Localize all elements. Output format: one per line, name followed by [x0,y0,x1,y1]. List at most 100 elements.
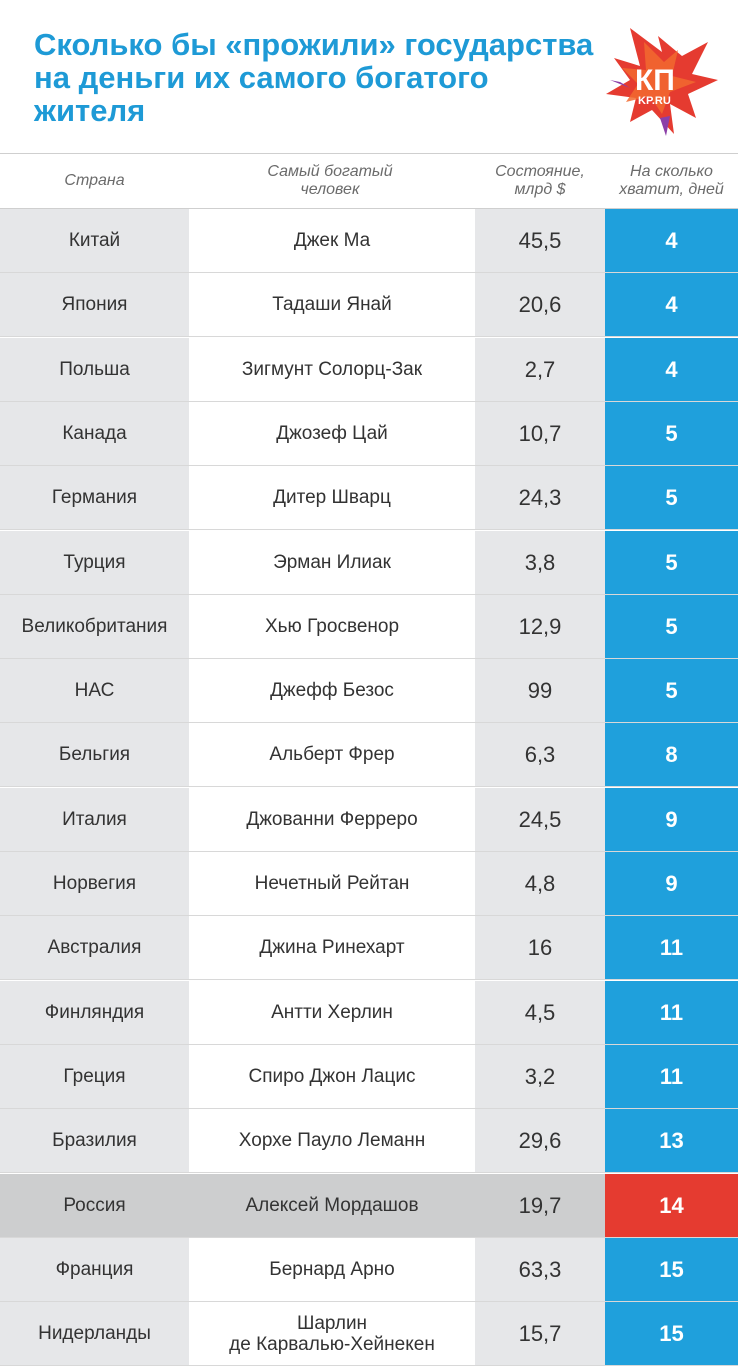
days-cell: 9 [605,852,738,915]
country-cell: Япония [0,273,189,337]
country-cell: Турция [0,530,189,594]
wealth-cell: 12,9 [475,594,605,658]
days-cell: 5 [605,401,738,465]
country-cell: Франция [0,1237,189,1301]
table-row: Россия Алексей Мордашов 19,7 14 [0,1173,738,1238]
table-row: Китай Джек Ма 45,5 4 [0,209,738,273]
days-cell: 4 [605,337,738,401]
wealth-cell: 6,3 [475,723,605,787]
person-cell: Хью Гросвенор [189,594,475,658]
person-cell: Зигмунт Солорц-Зак [189,337,475,401]
table-row: Польша Зигмунт Солорц-Зак 2,7 4 [0,337,738,402]
wealth-cell: 3,2 [475,1044,605,1108]
table-row: Япония Тадаши Янай 20,6 4 [0,273,738,338]
country-cell: Бельгия [0,723,189,787]
person-cell: Бернард Арно [189,1237,475,1301]
wealth-cell: 19,7 [475,1173,605,1237]
country-cell: Бразилия [0,1109,189,1173]
days-cell: 13 [605,1109,738,1173]
page-title: Сколько бы «прожили» государства на день… [34,27,594,128]
days-cell: 4 [605,273,738,337]
person-cell: Тадаши Янай [189,273,475,337]
table-header: Страна Самый богатый человек Состояние, … [0,153,738,209]
person-cell: Хорхе Пауло Леманн [189,1109,475,1173]
person-cell: Шарлин де Карвалью-Хейнекен [189,1302,475,1366]
column-header-country: Страна [64,172,125,189]
header: Сколько бы «прожили» государства на день… [0,0,738,152]
wealth-cell: 16 [475,916,605,980]
wealth-cell: 29,6 [475,1109,605,1173]
days-cell: 11 [605,1044,738,1108]
country-cell: Австралия [0,916,189,980]
logo-subtext: KP.RU [638,95,671,107]
table-row: Бразилия Хорхе Пауло Леманн 29,6 13 [0,1109,738,1174]
person-cell: Джефф Безос [189,659,475,723]
wealth-cell: 4,5 [475,980,605,1044]
days-cell: 5 [605,530,738,594]
kp-logo: КП KP.RU [606,28,718,136]
days-cell: 11 [605,916,738,980]
days-cell: 8 [605,723,738,787]
person-cell: Эрман Илиак [189,530,475,594]
country-cell: Норвегия [0,852,189,915]
days-cell: 14 [605,1173,738,1237]
wealth-cell: 45,5 [475,209,605,272]
days-cell: 9 [605,787,738,851]
country-cell: Италия [0,787,189,851]
days-cell: 5 [605,466,738,530]
days-cell: 11 [605,980,738,1044]
days-cell: 5 [605,659,738,723]
table-row: Финляндия Антти Херлин 4,5 11 [0,980,738,1045]
person-cell: Джованни Ферреро [189,787,475,851]
wealth-cell: 99 [475,659,605,723]
wealth-cell: 15,7 [475,1302,605,1366]
person-cell: Джина Ринехарт [189,916,475,980]
table-row: Австралия Джина Ринехарт 16 11 [0,916,738,981]
wealth-cell: 10,7 [475,401,605,465]
wealth-cell: 4,8 [475,852,605,915]
column-header-person: Самый богатый человек [267,163,393,198]
person-cell: Нечетный Рейтан [189,852,475,915]
days-cell: 15 [605,1237,738,1301]
wealth-cell: 24,5 [475,787,605,851]
wealth-cell: 2,7 [475,337,605,401]
table-row: Великобритания Хью Гросвенор 12,9 5 [0,594,738,659]
country-cell: НАС [0,659,189,723]
person-cell: Антти Херлин [189,980,475,1044]
wealth-cell: 24,3 [475,466,605,530]
table-row: Франция Бернард Арно 63,3 15 [0,1237,738,1302]
wealth-cell: 3,8 [475,530,605,594]
table-row: Норвегия Нечетный Рейтан 4,8 9 [0,852,738,916]
country-cell: Греция [0,1044,189,1108]
country-cell: Нидерланды [0,1302,189,1366]
person-cell: Джек Ма [189,209,475,272]
logo-text: КП [635,64,675,97]
days-cell: 5 [605,594,738,658]
country-cell: Китай [0,209,189,272]
country-cell: Канада [0,401,189,465]
person-cell: Спиро Джон Лацис [189,1044,475,1108]
person-cell: Дитер Шварц [189,466,475,530]
country-cell: Финляндия [0,980,189,1044]
table-row: Турция Эрман Илиак 3,8 5 [0,530,738,595]
days-cell: 4 [605,209,738,272]
table-row: Германия Дитер Шварц 24,3 5 [0,466,738,531]
table-row: НАС Джефф Безос 99 5 [0,659,738,724]
days-cell: 15 [605,1302,738,1366]
table-row: Нидерланды Шарлин де Карвалью-Хейнекен 15,7… [0,1302,738,1367]
wealth-cell: 20,6 [475,273,605,337]
table-row: Италия Джованни Ферреро 24,5 9 [0,787,738,852]
country-cell: Россия [0,1173,189,1237]
table-row: Бельгия Альберт Фрер 6,3 8 [0,723,738,788]
person-cell: Джозеф Цай [189,401,475,465]
table-row: Канада Джозеф Цай 10,7 5 [0,401,738,466]
column-header-wealth: Состояние, млрд $ [495,163,585,198]
country-cell: Польша [0,337,189,401]
country-cell: Великобритания [0,594,189,658]
person-cell: Алексей Мордашов [189,1173,475,1237]
person-cell: Альберт Фрер [189,723,475,787]
table-row: Греция Спиро Джон Лацис 3,2 11 [0,1044,738,1109]
column-header-days: На сколько хватит, дней [619,163,724,198]
country-cell: Германия [0,466,189,530]
wealth-cell: 63,3 [475,1237,605,1301]
